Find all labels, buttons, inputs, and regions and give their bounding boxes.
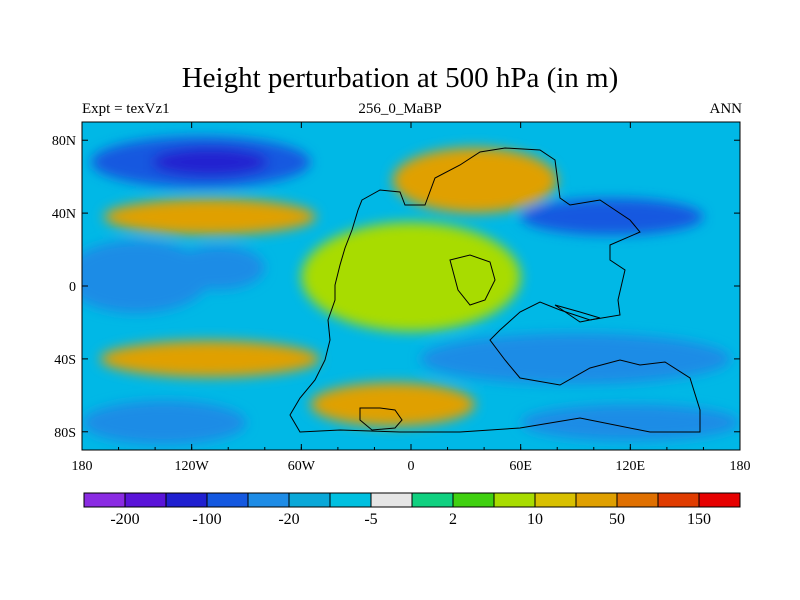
- colorbar-swatch: [370, 492, 413, 508]
- colorbar-label: -5: [364, 511, 377, 528]
- coastline-main: [289, 147, 701, 433]
- x-axis: 180 120W 60W 0 60E 120E 180: [72, 122, 751, 474]
- colorbar-label: -200: [110, 511, 139, 528]
- x-tick-label: 60E: [509, 459, 532, 474]
- chart-title: Height perturbation at 500 hPa (in m): [181, 62, 619, 94]
- colorbar-swatch: [657, 492, 700, 508]
- x-tick-label: 60W: [288, 459, 316, 474]
- region-n-pacific-high: [103, 198, 316, 235]
- colorbar-label: 50: [609, 511, 625, 528]
- region-s-mid-low: [420, 333, 731, 385]
- colorbar-label: -100: [192, 511, 221, 528]
- x-tick-label: 180: [72, 459, 93, 474]
- colorbar-swatch: [493, 492, 536, 508]
- x-tick-label: 120W: [175, 459, 210, 474]
- colorbar-swatch: [124, 492, 167, 508]
- colorbar-swatch: [329, 492, 372, 508]
- colorbar-label: 2: [449, 511, 457, 528]
- experiment-label: Expt = texVz1: [82, 101, 170, 117]
- region-s-high-west: [100, 340, 320, 378]
- colorbar-swatch: [247, 492, 290, 508]
- colorbar-swatch: [206, 492, 249, 508]
- y-axis: 80N 40N 0 40S 80S: [52, 134, 740, 441]
- colorbar-swatch: [288, 492, 331, 508]
- y-tick-label: 80N: [52, 134, 76, 149]
- y-tick-label: 40N: [52, 207, 76, 222]
- region-s-polar-low: [82, 400, 247, 445]
- region-s-polar-high: [310, 382, 475, 427]
- contour-regions: [82, 136, 740, 445]
- colorbar-label: 150: [687, 511, 711, 528]
- colorbar: -200 -100 -20 -5 2 10 50 150: [83, 492, 741, 528]
- colorbar-label: 10: [527, 511, 543, 528]
- coastline: [289, 147, 701, 433]
- colorbar-swatch: [165, 492, 208, 508]
- y-tick-label: 40S: [54, 353, 76, 368]
- x-tick-label: 120E: [616, 459, 646, 474]
- coastline-island: [554, 304, 601, 323]
- case-label: 256_0_MaBP: [358, 101, 442, 117]
- coastline-inner: [359, 407, 403, 431]
- region-asia-high-rim: [392, 147, 558, 214]
- colorbar-swatch: [575, 492, 618, 508]
- colorbar-swatch: [534, 492, 577, 508]
- x-tick-label: 180: [730, 459, 751, 474]
- coastline-africa: [449, 254, 496, 306]
- region-n-asia-low: [520, 198, 704, 235]
- colorbar-swatch: [411, 492, 454, 508]
- colorbar-swatch: [698, 492, 741, 508]
- season-label: ANN: [709, 101, 743, 117]
- x-tick-label: 0: [408, 459, 415, 474]
- colorbar-swatch: [83, 492, 126, 508]
- region-tropical-low-w2: [173, 245, 265, 290]
- y-tick-label: 80S: [54, 426, 76, 441]
- region-north-pacific-core: [151, 147, 269, 177]
- colorbar-label: -20: [278, 511, 299, 528]
- colorbar-swatch: [616, 492, 659, 508]
- y-tick-label: 0: [69, 280, 76, 295]
- colorbar-swatch: [452, 492, 495, 508]
- region-africa-green: [301, 222, 521, 332]
